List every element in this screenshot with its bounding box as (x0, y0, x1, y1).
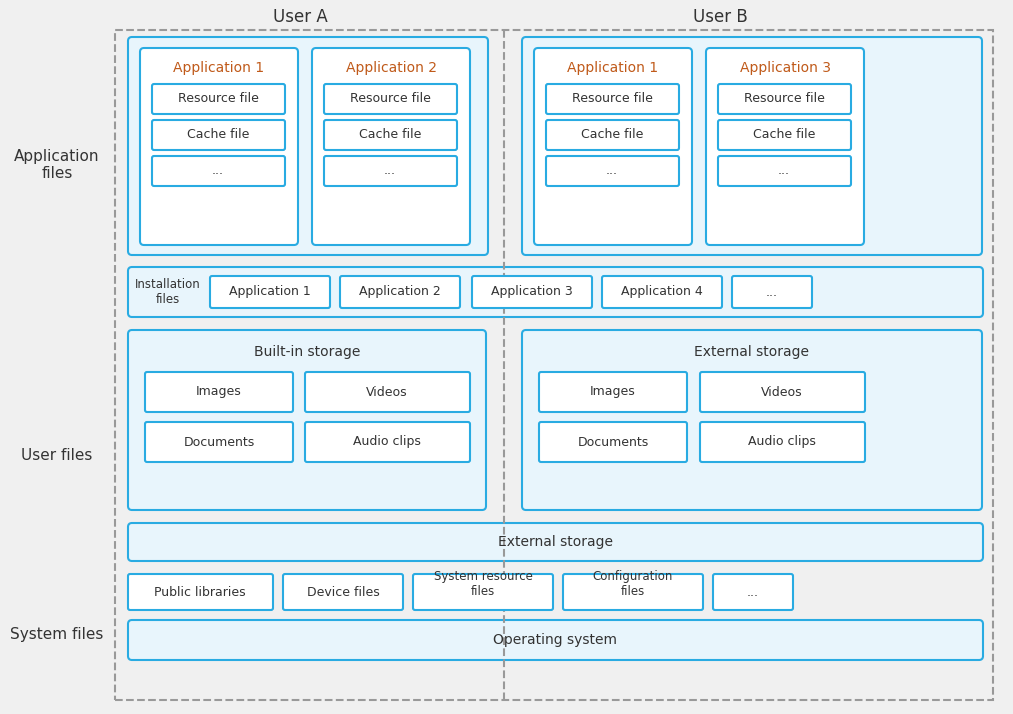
FancyBboxPatch shape (546, 84, 679, 114)
Text: Application
files: Application files (14, 149, 99, 181)
FancyBboxPatch shape (522, 330, 982, 510)
Text: Built-in storage: Built-in storage (254, 345, 361, 359)
FancyBboxPatch shape (305, 372, 470, 412)
Text: Application 3: Application 3 (491, 286, 573, 298)
FancyBboxPatch shape (522, 37, 982, 255)
FancyBboxPatch shape (718, 156, 851, 186)
Text: Application 1: Application 1 (567, 61, 658, 75)
Text: ...: ... (606, 164, 618, 178)
Text: Videos: Videos (761, 386, 803, 398)
Text: Cache file: Cache file (186, 129, 249, 141)
FancyBboxPatch shape (700, 422, 865, 462)
FancyBboxPatch shape (128, 330, 486, 510)
FancyBboxPatch shape (718, 120, 851, 150)
Text: ...: ... (384, 164, 396, 178)
Text: Videos: Videos (366, 386, 408, 398)
Text: Application 3: Application 3 (739, 61, 831, 75)
FancyBboxPatch shape (340, 276, 460, 308)
FancyBboxPatch shape (718, 84, 851, 114)
FancyBboxPatch shape (152, 156, 285, 186)
Text: Installation
files: Installation files (135, 278, 201, 306)
FancyBboxPatch shape (324, 156, 457, 186)
Text: Resource file: Resource file (349, 93, 431, 106)
Text: ...: ... (747, 585, 759, 598)
FancyBboxPatch shape (145, 372, 293, 412)
FancyBboxPatch shape (152, 84, 285, 114)
FancyBboxPatch shape (145, 422, 293, 462)
FancyBboxPatch shape (539, 422, 687, 462)
Text: System resource
files: System resource files (434, 570, 533, 598)
Text: User files: User files (21, 448, 92, 463)
Text: Public libraries: Public libraries (154, 585, 246, 598)
Text: Images: Images (591, 386, 636, 398)
FancyBboxPatch shape (140, 48, 298, 245)
Text: Resource file: Resource file (177, 93, 258, 106)
Text: Documents: Documents (577, 436, 648, 448)
FancyBboxPatch shape (128, 574, 272, 610)
Text: Configuration
files: Configuration files (593, 570, 674, 598)
Text: Documents: Documents (183, 436, 254, 448)
FancyBboxPatch shape (713, 574, 793, 610)
FancyBboxPatch shape (305, 422, 470, 462)
FancyBboxPatch shape (312, 48, 470, 245)
Text: Cache file: Cache file (753, 129, 815, 141)
Bar (115, 30, 993, 700)
FancyBboxPatch shape (546, 120, 679, 150)
Text: Resource file: Resource file (571, 93, 652, 106)
FancyBboxPatch shape (546, 156, 679, 186)
Text: ...: ... (778, 164, 790, 178)
Text: External storage: External storage (695, 345, 809, 359)
FancyBboxPatch shape (413, 574, 553, 610)
Text: Images: Images (197, 386, 242, 398)
Text: Cache file: Cache file (359, 129, 421, 141)
Text: Device files: Device files (307, 585, 380, 598)
FancyBboxPatch shape (534, 48, 692, 245)
FancyBboxPatch shape (128, 37, 488, 255)
FancyBboxPatch shape (706, 48, 864, 245)
FancyBboxPatch shape (700, 372, 865, 412)
FancyBboxPatch shape (732, 276, 812, 308)
FancyBboxPatch shape (283, 574, 403, 610)
Text: Cache file: Cache file (580, 129, 643, 141)
FancyBboxPatch shape (472, 276, 592, 308)
FancyBboxPatch shape (152, 120, 285, 150)
Text: Application 2: Application 2 (360, 286, 441, 298)
Text: Application 2: Application 2 (345, 61, 437, 75)
FancyBboxPatch shape (128, 620, 983, 660)
Text: Operating system: Operating system (493, 633, 617, 647)
FancyBboxPatch shape (539, 372, 687, 412)
Text: Application 4: Application 4 (621, 286, 703, 298)
FancyBboxPatch shape (602, 276, 722, 308)
Text: Resource file: Resource file (744, 93, 825, 106)
Text: User A: User A (272, 8, 327, 26)
Text: ...: ... (766, 286, 778, 298)
FancyBboxPatch shape (128, 267, 983, 317)
FancyBboxPatch shape (563, 574, 703, 610)
FancyBboxPatch shape (210, 276, 330, 308)
FancyBboxPatch shape (128, 523, 983, 561)
Text: System files: System files (10, 628, 103, 643)
FancyBboxPatch shape (324, 84, 457, 114)
Text: External storage: External storage (497, 535, 613, 549)
Text: Audio clips: Audio clips (748, 436, 815, 448)
Text: Application 1: Application 1 (229, 286, 311, 298)
Text: ...: ... (212, 164, 224, 178)
Text: Application 1: Application 1 (173, 61, 264, 75)
FancyBboxPatch shape (324, 120, 457, 150)
Text: Audio clips: Audio clips (354, 436, 421, 448)
Text: User B: User B (693, 8, 748, 26)
